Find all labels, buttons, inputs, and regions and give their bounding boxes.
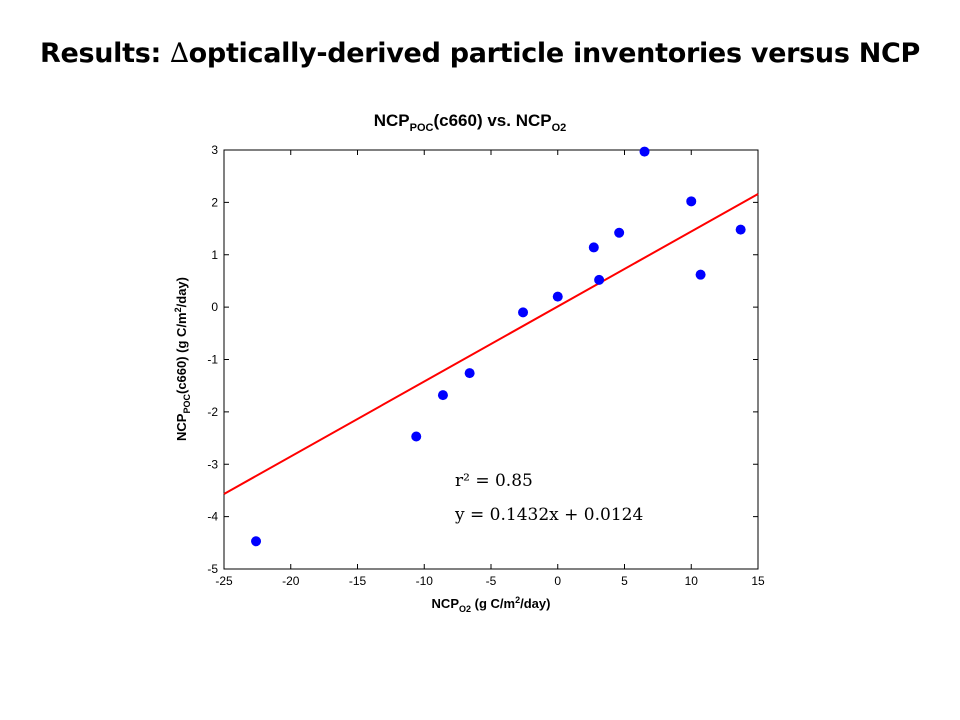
slide-title-rest: optically-derived particle inventories v… — [188, 38, 921, 69]
x-tick-label: 15 — [751, 574, 765, 588]
delta-symbol: ∆ — [170, 38, 189, 69]
data-point — [552, 291, 563, 302]
regression-fit-line — [223, 193, 759, 495]
x-tick-label: 10 — [685, 574, 699, 588]
x-tick-label: 0 — [554, 574, 561, 588]
regression-equation-annotation: y = 0.1432x + 0.0124 — [455, 505, 644, 525]
chart-title: NCPPOC(c660) vs. NCPO2 — [374, 111, 567, 134]
y-axis-title: NCPPOC(c660) (g C/m2/day) — [173, 277, 192, 441]
x-axis-title: NCPO2 (g C/m2/day) — [432, 595, 551, 614]
data-point — [518, 307, 529, 318]
data-point — [614, 227, 625, 238]
x-tick-label: -5 — [486, 574, 497, 588]
y-tick-label: 2 — [211, 195, 218, 209]
fit-line-layer — [223, 193, 759, 495]
data-point — [411, 431, 422, 442]
y-tick-label: 0 — [211, 300, 218, 314]
data-point — [594, 274, 605, 285]
y-axis: 3 2 1 0 -1 -2 -3 -4 -5 — [207, 143, 758, 576]
y-tick-label: -3 — [207, 457, 218, 471]
slide-title: Results: ∆optically-derived particle inv… — [0, 38, 960, 69]
x-tick-label: -25 — [215, 574, 233, 588]
r-squared-annotation: r² = 0.85 — [455, 471, 533, 491]
data-point — [464, 368, 475, 379]
x-tick-label: 5 — [621, 574, 628, 588]
slide-title-prefix: Results: — [39, 38, 171, 69]
y-tick-label: -4 — [207, 510, 218, 524]
x-tick-label: -15 — [349, 574, 367, 588]
x-axis: -25 -20 -15 -10 -5 0 5 10 15 — [215, 150, 765, 588]
y-tick-label: 3 — [211, 143, 218, 157]
data-point — [639, 146, 650, 157]
x-tick-label: -10 — [416, 574, 434, 588]
data-point — [695, 269, 706, 280]
y-tick-label: -1 — [207, 353, 218, 367]
data-point — [735, 224, 746, 235]
data-point — [251, 536, 262, 547]
y-tick-label: -2 — [207, 405, 218, 419]
y-tick-label: 1 — [211, 248, 218, 262]
data-point — [588, 242, 599, 253]
x-tick-label: -20 — [282, 574, 300, 588]
points-layer — [251, 146, 746, 547]
data-point — [686, 196, 697, 207]
y-tick-label: -5 — [207, 562, 218, 576]
data-point — [437, 390, 448, 401]
